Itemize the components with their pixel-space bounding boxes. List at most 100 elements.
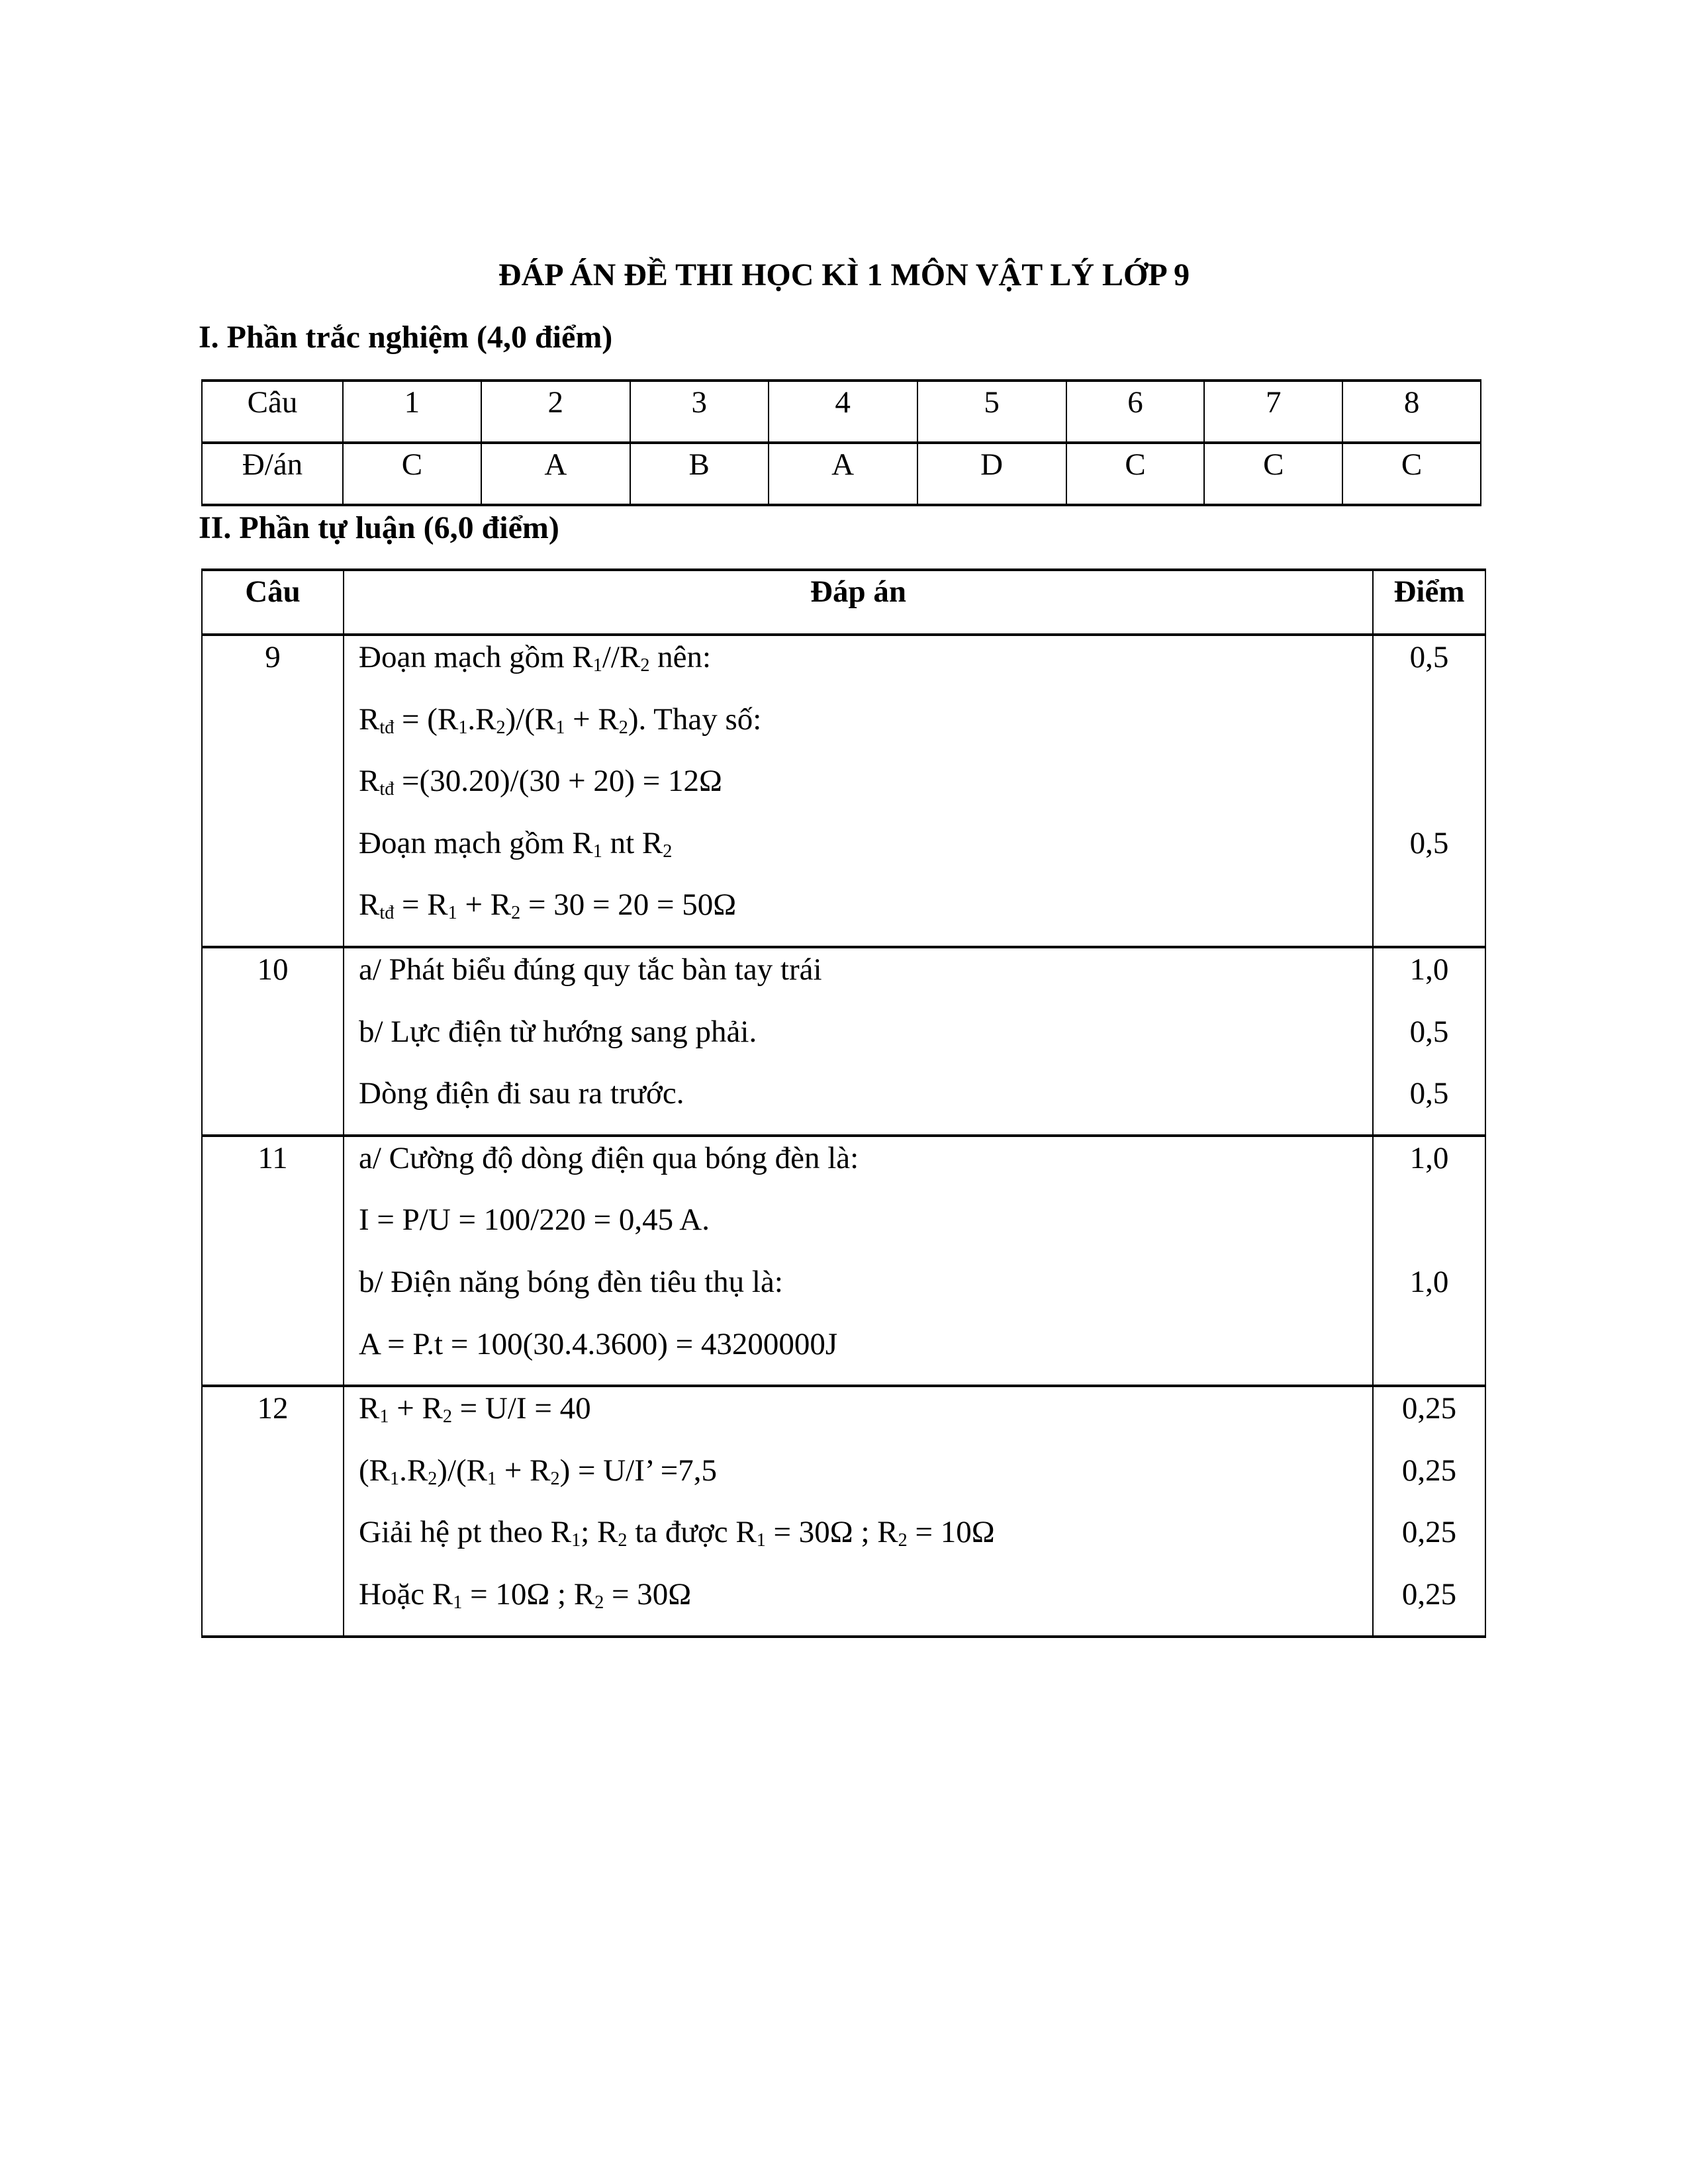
subscript: 1 <box>592 655 602 676</box>
subscript: 1 <box>458 717 468 738</box>
subscript: tđ <box>379 717 395 738</box>
header-points: Điểm <box>1372 569 1486 636</box>
subscript: 2 <box>511 903 521 924</box>
answer-choice: C <box>342 441 482 506</box>
subscript: 2 <box>550 1468 560 1489</box>
subscript: 1 <box>390 1468 400 1489</box>
text-segment: + R <box>565 702 619 737</box>
subscript: 2 <box>640 655 650 676</box>
answer-choice: C <box>1065 441 1205 506</box>
text-segment: Đoạn mạch gồm R <box>359 640 593 674</box>
row-label: Câu <box>201 379 344 444</box>
text-segment: ta được R <box>627 1515 757 1550</box>
subscript: 1 <box>592 841 602 862</box>
answer-line: I = P/U = 100/220 = 0,45 A. <box>359 1199 1372 1261</box>
document-title: ĐÁP ÁN ĐỀ THI HỌC KÌ 1 MÔN VẬT LÝ LỚP 9 <box>498 257 1190 293</box>
points-value: 0,5 <box>1409 1014 1449 1049</box>
answer-choice: A <box>480 441 631 506</box>
answer-line: Hoặc R1 = 10Ω ; R2 = 30Ω <box>359 1573 1372 1635</box>
text-segment: Hoặc R <box>359 1576 453 1612</box>
text-segment: )/(R <box>437 1453 488 1488</box>
points-cell: 0,25 0,25 0,25 0,25 <box>1372 1385 1486 1638</box>
points-value: 0,25 <box>1401 1453 1457 1488</box>
text-segment: ) = U/I’ =7,5 <box>559 1453 718 1488</box>
answer-choice: B <box>629 441 769 506</box>
row-label: Đ/án <box>201 441 344 506</box>
question-number: 1 <box>342 379 482 444</box>
text-segment: R <box>359 764 380 799</box>
subscript: 1 <box>453 1592 463 1613</box>
question-number: 7 <box>1203 379 1344 444</box>
points-value: 1,0 <box>1409 1264 1449 1299</box>
subscript: 2 <box>594 1592 604 1613</box>
text-segment: Giải hệ pt theo R <box>359 1515 572 1550</box>
subscript: 2 <box>428 1468 438 1489</box>
subscript: 1 <box>447 903 457 924</box>
subscript: 1 <box>756 1530 766 1551</box>
question-number: 3 <box>629 379 769 444</box>
header-question: Câu <box>201 569 344 636</box>
text-segment: R <box>359 1391 380 1426</box>
points-value: 0,5 <box>1409 825 1449 860</box>
text-segment: = (R <box>394 702 459 737</box>
text-segment: = U/I = 40 <box>451 1391 591 1426</box>
subscript: 2 <box>663 841 673 862</box>
text-segment: ; R <box>581 1515 618 1550</box>
header-answer: Đáp án <box>343 569 1374 636</box>
subscript: 2 <box>898 1530 908 1551</box>
subscript: 2 <box>618 1530 628 1551</box>
question-number: 4 <box>767 379 918 444</box>
question-number: 9 <box>265 640 281 674</box>
subscript: tđ <box>379 903 395 924</box>
text-segment: = 30 = 20 = 50Ω <box>520 887 737 923</box>
text-segment: //R <box>602 640 641 674</box>
question-number: 6 <box>1065 379 1205 444</box>
text-segment: b/ Lực điện từ hướng sang phải. <box>359 1014 757 1049</box>
points-cell: 1,0 1,0 <box>1372 1134 1486 1388</box>
subscript: 2 <box>442 1406 452 1428</box>
answer-line: b/ Lực điện từ hướng sang phải. <box>359 1011 1372 1073</box>
text-segment: = 10Ω ; R <box>462 1576 595 1612</box>
answer-line: R1 + R2 = U/I = 40 <box>359 1387 1372 1449</box>
subscript: 2 <box>618 717 628 738</box>
text-segment: + R <box>496 1453 551 1488</box>
answer-line: Rtđ = (R1.R2)/(R1 + R2). Thay số: <box>359 698 1372 760</box>
subscript: 1 <box>555 717 565 738</box>
essay-answer-table: Câu Đáp án Điểm 9 Đoạn mạch gồm R1//R2 nê… <box>201 569 1486 1638</box>
points-cell: 1,0 0,5 0,5 <box>1372 945 1486 1137</box>
points-value <box>1374 884 1485 946</box>
text-segment: A = P.t = 100(30.4.3600) = 43200000J <box>359 1326 838 1361</box>
text-segment: = 30Ω <box>604 1576 692 1612</box>
answer-line: a/ Phát biểu đúng quy tắc bàn tay trái <box>359 948 1372 1011</box>
answer-cell: Đoạn mạch gồm R1//R2 nên: Rtđ = (R1.R2)/(… <box>343 633 1374 948</box>
subscript: 1 <box>487 1468 497 1489</box>
subscript: 2 <box>496 717 506 738</box>
text-segment: a/ Phát biểu đúng quy tắc bàn tay trái <box>359 952 822 987</box>
text-segment: .R <box>399 1453 428 1488</box>
answer-choice: C <box>1342 441 1481 506</box>
subscript: 1 <box>379 1406 389 1428</box>
text-segment: R <box>359 702 380 737</box>
question-number: 10 <box>257 952 289 987</box>
section1-heading: I. Phần trắc nghiệm (4,0 điểm) <box>199 320 613 355</box>
text-segment: Đoạn mạch gồm R <box>359 825 593 860</box>
header-row: Câu Đáp án Điểm <box>201 569 1486 636</box>
points-value <box>1374 760 1485 822</box>
text-segment: nên: <box>649 640 712 674</box>
answer-cell: a/ Cường độ dòng điện qua bóng đèn là: I … <box>343 1134 1374 1388</box>
table-row: 10 a/ Phát biểu đúng quy tắc bàn tay trái… <box>201 945 1486 1137</box>
text-segment: b/ Điện năng bóng đèn tiêu thụ là: <box>359 1264 783 1299</box>
answer-line: Đoạn mạch gồm R1//R2 nên: <box>359 636 1372 698</box>
points-value: 0,5 <box>1409 640 1449 674</box>
table-row: 12 R1 + R2 = U/I = 40 (R1.R2)/(R1 + R2) = … <box>201 1385 1486 1638</box>
text-segment: Dòng điện đi sau ra trước. <box>359 1076 684 1111</box>
answer-choice: A <box>767 441 918 506</box>
subscript: 1 <box>571 1530 581 1551</box>
text-segment: + R <box>457 887 512 923</box>
text-segment: = 30Ω ; R <box>765 1515 898 1550</box>
points-value: 1,0 <box>1409 1140 1449 1175</box>
points-value <box>1374 698 1485 760</box>
text-segment: = 10Ω <box>907 1515 995 1550</box>
